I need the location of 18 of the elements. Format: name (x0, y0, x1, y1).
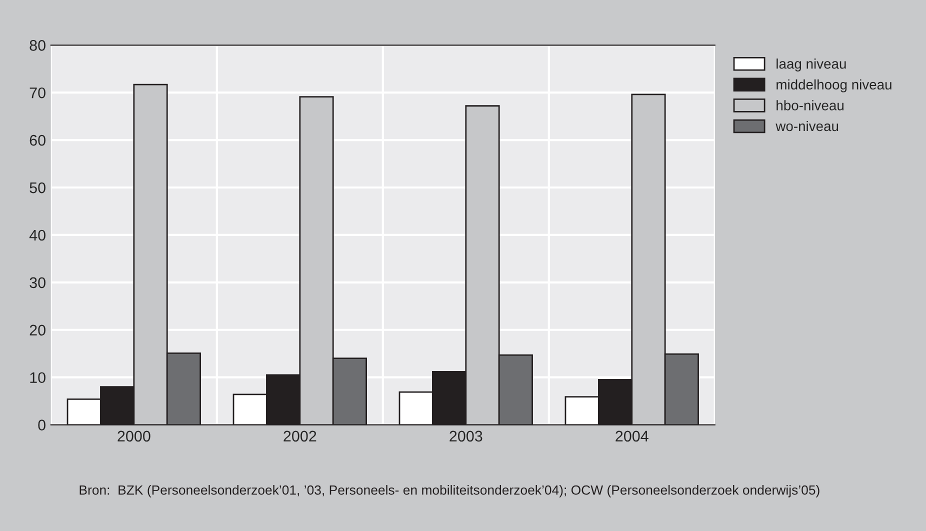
y-tick-label: 80 (30, 40, 46, 51)
y-tick-label: 70 (30, 87, 46, 98)
x-tick-label: 2003 (450, 430, 482, 442)
y-tick-label: 0 (38, 420, 46, 430)
legend-label: laag niveau (776, 58, 846, 72)
legend-label: wo-niveau (776, 120, 838, 132)
text: Bron: BZK (Personeelsonderzoek’01, ’03, Personeels- en mobiliteitsonderzoek’04); OCW (Personeelsonderzoek onderwijs’05) (80, 485, 820, 498)
y-tick-label: 40 (29, 230, 46, 241)
y-tick-label: 50 (30, 182, 46, 194)
x-tick-label: 2002 (284, 430, 316, 442)
y-tick-label: 60 (30, 134, 46, 146)
legend-label: hbo-niveau (776, 100, 844, 110)
y-tick-label: 20 (30, 324, 46, 336)
x-tick-label: 2000 (118, 430, 150, 442)
x-tick-label: 2004 (616, 430, 648, 442)
y-tick-label: 10 (30, 372, 46, 384)
legend-label: middelhoog niveau (776, 79, 892, 92)
y-tick-label: 30 (30, 277, 46, 288)
